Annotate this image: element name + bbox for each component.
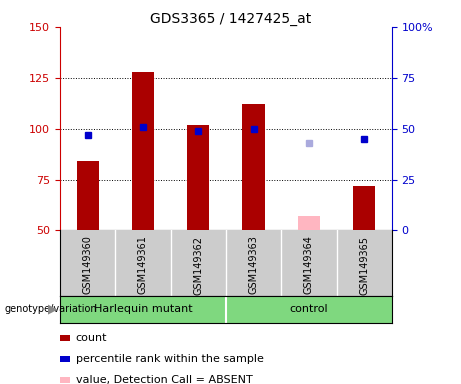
Bar bbox=[298, 216, 320, 230]
Text: GSM149360: GSM149360 bbox=[83, 236, 93, 295]
Text: percentile rank within the sample: percentile rank within the sample bbox=[76, 354, 264, 364]
Bar bbox=[77, 161, 99, 230]
Text: GDS3365 / 1427425_at: GDS3365 / 1427425_at bbox=[150, 12, 311, 25]
Text: value, Detection Call = ABSENT: value, Detection Call = ABSENT bbox=[76, 375, 252, 384]
Text: GSM149363: GSM149363 bbox=[248, 236, 259, 295]
Text: Harlequin mutant: Harlequin mutant bbox=[94, 304, 192, 314]
Text: GSM149362: GSM149362 bbox=[193, 236, 203, 295]
Bar bbox=[187, 124, 209, 230]
Bar bbox=[353, 185, 375, 230]
Text: genotype/variation: genotype/variation bbox=[5, 304, 97, 314]
Text: control: control bbox=[290, 304, 328, 314]
Bar bbox=[132, 72, 154, 230]
Text: GSM149361: GSM149361 bbox=[138, 236, 148, 295]
Bar bbox=[242, 104, 265, 230]
Text: count: count bbox=[76, 333, 107, 343]
Text: ▶: ▶ bbox=[48, 303, 58, 316]
Text: GSM149364: GSM149364 bbox=[304, 236, 314, 295]
Text: GSM149365: GSM149365 bbox=[359, 236, 369, 295]
